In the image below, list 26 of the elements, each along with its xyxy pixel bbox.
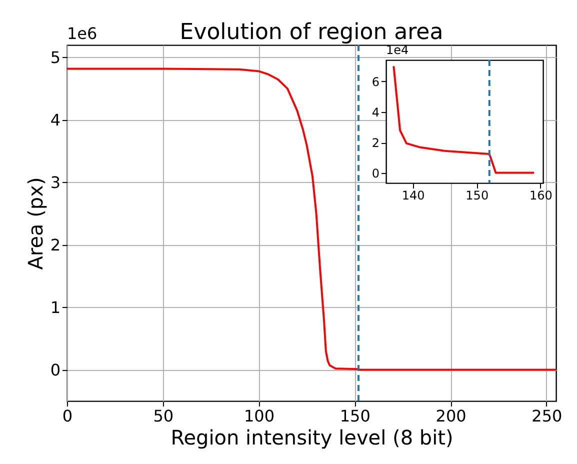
x-axis-title: Region intensity level (8 bit)	[170, 426, 454, 450]
x-tick-label: 100	[244, 406, 275, 426]
y-axis-title: Area (px)	[23, 177, 48, 270]
line-series	[392, 65, 536, 174]
y-tick-label: 4	[50, 110, 60, 130]
y-tick-label: 4	[372, 105, 380, 120]
y-tick-label: 6	[372, 74, 380, 89]
x-tick-label: 150	[340, 406, 370, 426]
x-tick-label: 160	[529, 188, 552, 202]
y-tick-label: 0	[372, 166, 380, 181]
x-tick-label: 140	[402, 188, 425, 202]
x-tick-label: 50	[153, 406, 174, 426]
y-tick-label: 1	[50, 298, 60, 317]
annotation: 1e4	[386, 43, 409, 57]
line-series	[67, 68, 556, 371]
chart-title: Evolution of region area	[180, 20, 444, 45]
x-tick-label: 200	[436, 406, 466, 426]
x-tick-label: 250	[532, 406, 562, 426]
y-tick-label: 0	[50, 360, 60, 380]
x-tick-label: 150	[466, 188, 489, 202]
text: 1e6	[67, 24, 98, 43]
y-tick-label: 5	[50, 48, 60, 67]
x-tick-label: 0	[62, 406, 73, 426]
y-tick-label: 3	[50, 172, 60, 192]
y-tick-label: 2	[50, 235, 60, 254]
y-tick-label: 2	[372, 136, 380, 150]
